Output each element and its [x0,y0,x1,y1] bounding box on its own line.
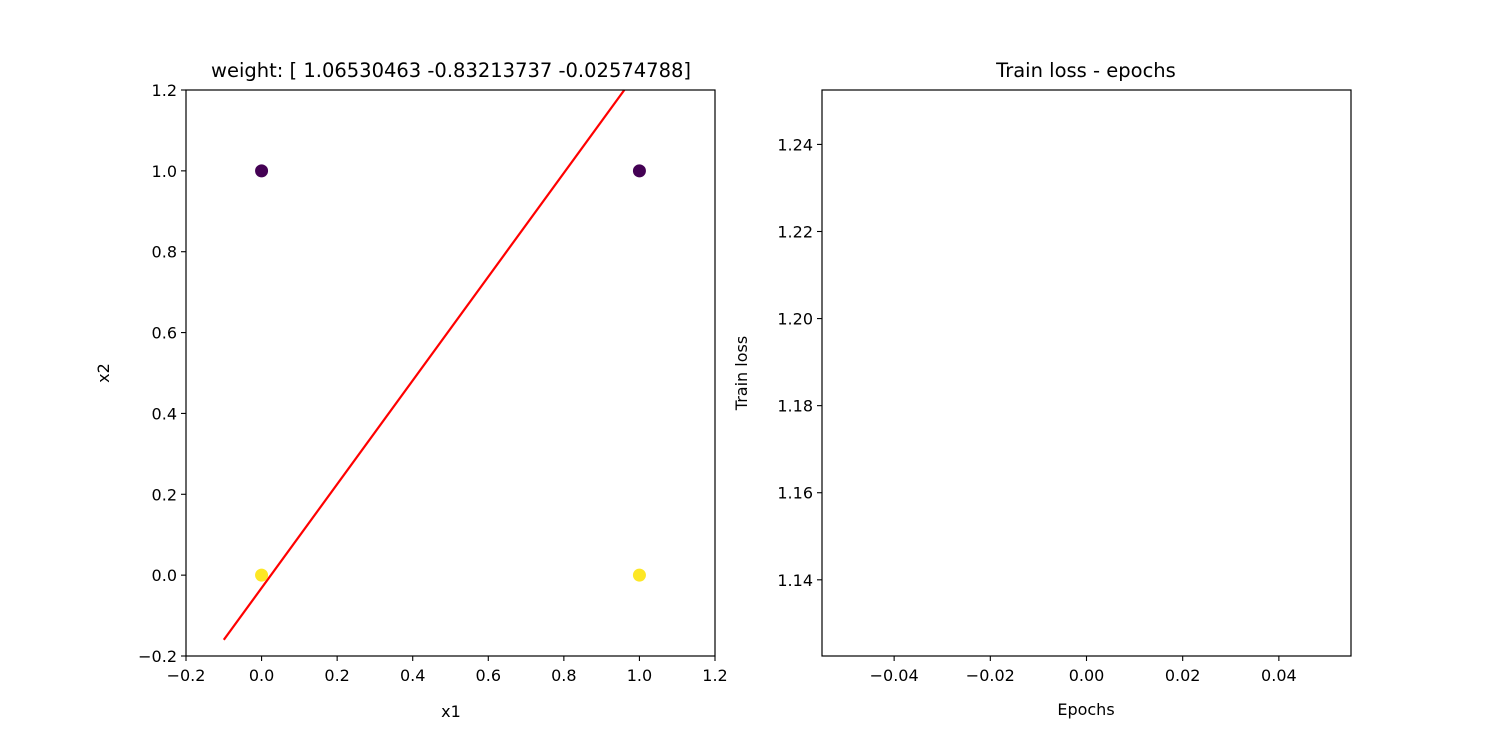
x-tick-label: 0.8 [551,666,576,685]
decision-boundary-chart: weight: [ 1.06530463 -0.83213737 -0.0257… [94,59,728,721]
plot-frame [821,89,1352,657]
y-tick-label: 0.4 [152,404,177,423]
y-ticks: −0.2 0.0 0.2 0.4 0.6 0.8 1.0 1.2 [138,81,186,666]
plot-frame [185,89,716,657]
x-tick-label: −0.2 [167,666,206,685]
chart-title: Train loss - epochs [995,59,1176,82]
x-axis-label: Epochs [1057,700,1114,719]
chart-title: weight: [ 1.06530463 -0.83213737 -0.0257… [211,59,691,82]
x-tick-label: 0.2 [324,666,349,685]
data-point [255,568,269,582]
x-tick-label: −0.04 [870,666,919,685]
y-tick-label: 1.14 [777,571,813,590]
y-tick-label: 1.2 [152,81,177,100]
x-tick-label: 1.0 [627,666,652,685]
y-ticks: 1.14 1.16 1.18 1.20 1.22 1.24 [777,135,822,590]
x-tick-label: 0.4 [400,666,425,685]
y-tick-label: 1.24 [777,135,813,154]
y-tick-label: 0.0 [152,566,177,585]
y-tick-label: 1.20 [777,310,813,329]
x-ticks: −0.2 0.0 0.2 0.4 0.6 0.8 1.0 1.2 [167,656,728,685]
x-tick-label: 0.0 [249,666,274,685]
data-point [632,164,646,178]
y-tick-label: 1.16 [777,484,813,503]
train-loss-chart: Train loss - epochs −0.04 −0.02 0.00 0.02 0.… [732,59,1352,719]
y-tick-label: 0.2 [152,485,177,504]
x-tick-label: 0.6 [476,666,501,685]
x-tick-label: 1.2 [702,666,727,685]
x-tick-label: 0.04 [1261,666,1297,685]
y-tick-label: 0.6 [152,324,177,343]
y-axis-label: x2 [94,363,113,383]
decision-boundary-line [222,89,626,641]
y-tick-label: 0.8 [152,243,177,262]
x-tick-label: −0.02 [966,666,1015,685]
y-tick-label: 1.22 [777,223,813,242]
y-tick-label: −0.2 [138,647,177,666]
data-point [255,164,269,178]
data-point [632,568,646,582]
x-tick-label: 0.00 [1069,666,1105,685]
x-ticks: −0.04 −0.02 0.00 0.02 0.04 [870,656,1297,685]
x-tick-label: 0.02 [1165,666,1201,685]
x-axis-label: x1 [441,702,461,721]
y-tick-label: 1.18 [777,397,813,416]
data-points [255,164,646,582]
y-tick-label: 1.0 [152,162,177,181]
y-axis-label: Train loss [732,336,751,411]
